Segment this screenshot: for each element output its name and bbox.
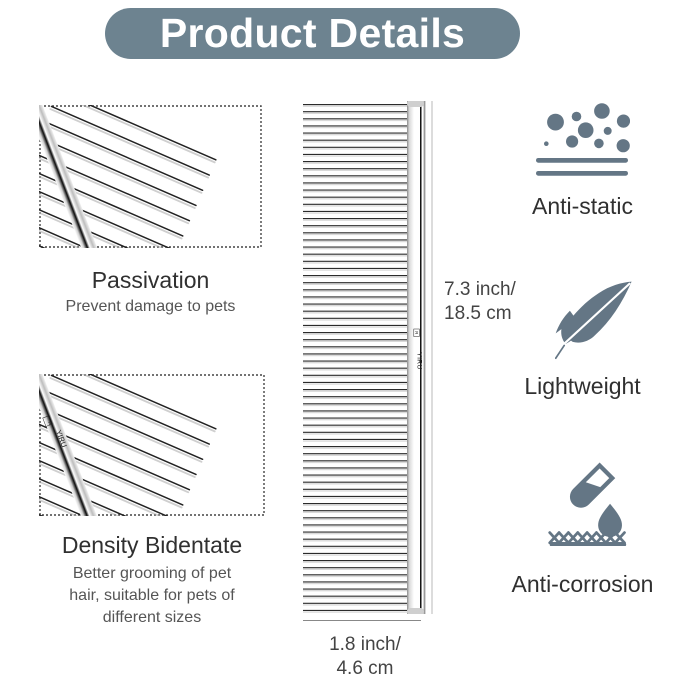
svg-text:R: R <box>414 331 419 334</box>
svg-text:YIRU: YIRU <box>416 352 423 369</box>
